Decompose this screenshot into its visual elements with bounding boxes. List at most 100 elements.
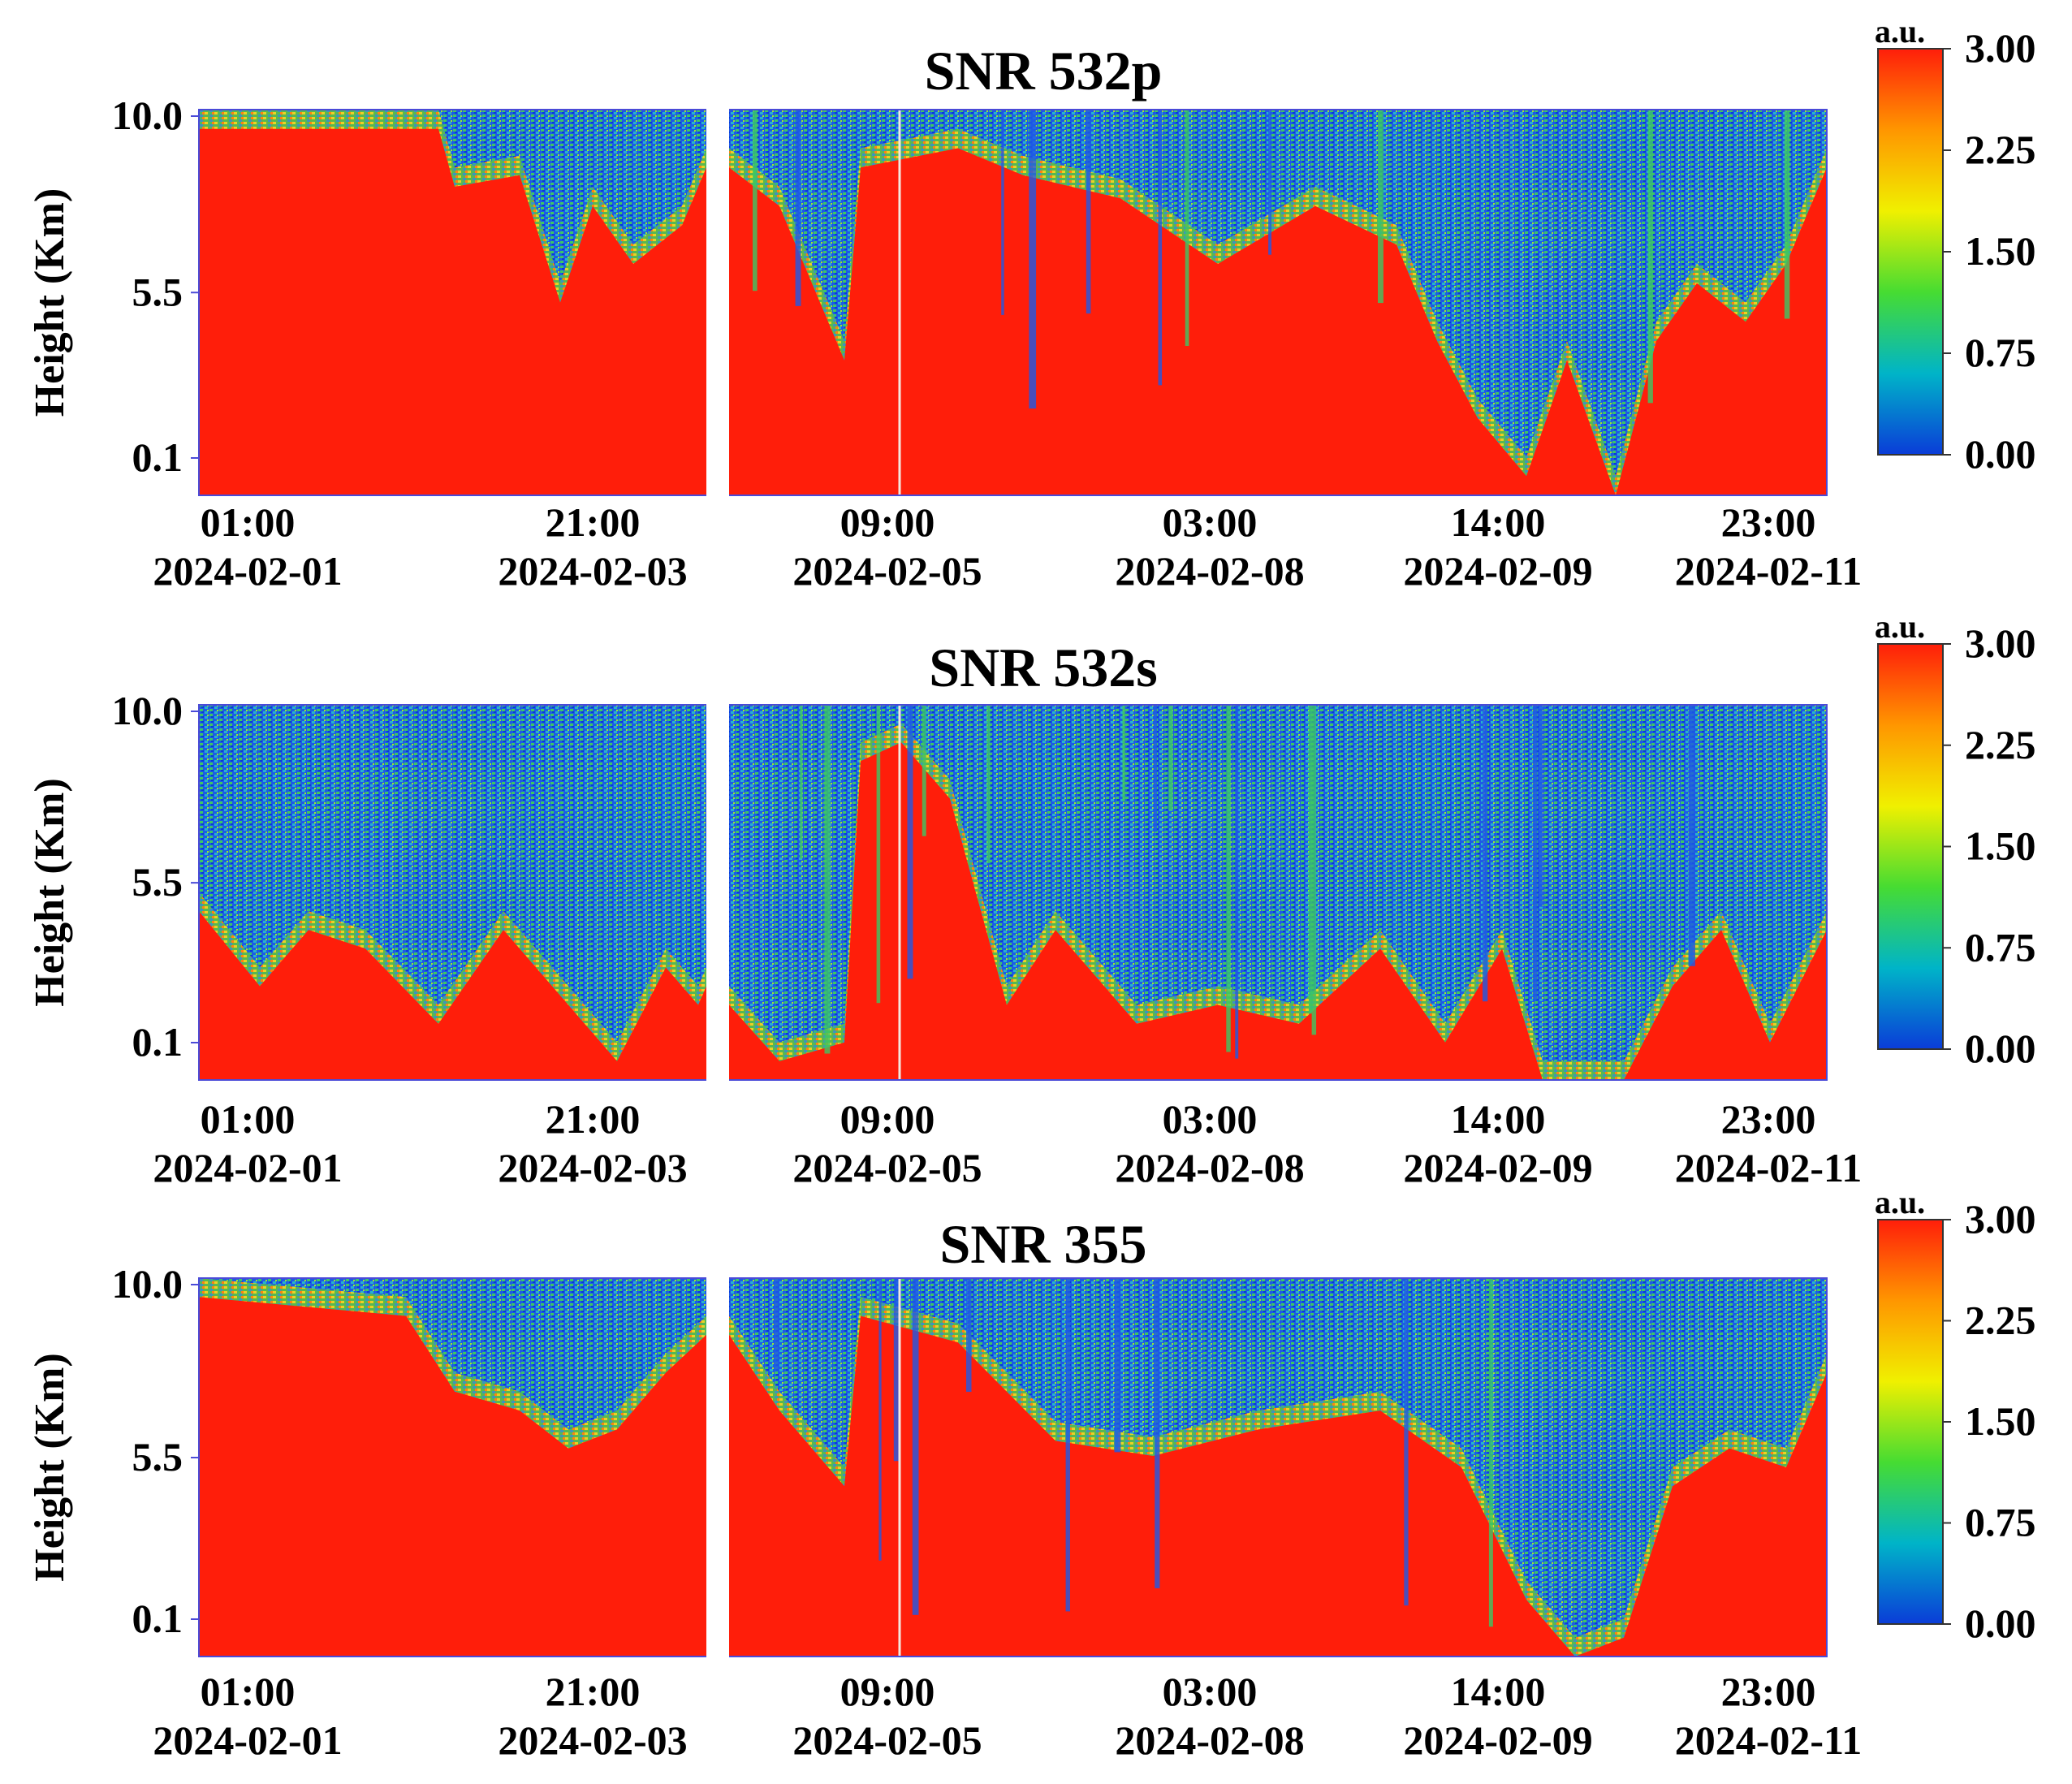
colorbar-tick-label: 0.75 bbox=[1965, 1500, 2036, 1545]
signal-streak bbox=[1122, 705, 1125, 802]
x-tick-date: 2024-02-03 bbox=[498, 1717, 687, 1763]
signal-streak bbox=[907, 705, 913, 979]
signal-streak bbox=[912, 1278, 919, 1615]
signal-streak bbox=[1483, 705, 1488, 1002]
y-tick-label: 5.5 bbox=[132, 859, 183, 905]
x-tick-time: 23:00 bbox=[1721, 1096, 1816, 1142]
low-snr-region-right bbox=[729, 705, 1827, 1061]
plot-frame bbox=[198, 704, 1828, 1081]
signal-streak bbox=[966, 1278, 972, 1392]
x-tick-date: 2024-02-05 bbox=[792, 548, 982, 594]
signal-streak bbox=[824, 705, 831, 1054]
x-tick-time: 14:00 bbox=[1451, 499, 1546, 545]
signal-streak bbox=[986, 705, 991, 863]
x-tick-date: 2024-02-03 bbox=[498, 548, 687, 594]
low-snr-region-left bbox=[199, 705, 706, 1043]
missing-data-gap bbox=[706, 108, 729, 497]
low-snr-region-left bbox=[199, 1278, 706, 1430]
colorbar-tick-label: 0.75 bbox=[1965, 330, 2036, 375]
signal-streak bbox=[1784, 110, 1790, 319]
colorbar-tick-label: 1.50 bbox=[1965, 823, 2036, 869]
colorbar bbox=[1877, 1219, 1944, 1625]
colorbar bbox=[1877, 48, 1944, 456]
x-tick-date: 2024-02-08 bbox=[1115, 548, 1304, 594]
signal-streak bbox=[1226, 705, 1231, 1052]
colorbar-tick-label: 3.00 bbox=[1965, 1196, 2036, 1242]
x-tick-time: 21:00 bbox=[546, 1669, 641, 1714]
signal-streak bbox=[1539, 705, 1543, 907]
signal-streak bbox=[1688, 705, 1695, 966]
low-snr-region-right bbox=[729, 1278, 1827, 1638]
signal-streak bbox=[1155, 1278, 1160, 1588]
colorbar-tick-label: 3.00 bbox=[1965, 620, 2036, 666]
colorbar bbox=[1877, 643, 1944, 1050]
colorbar-tick-label: 0.00 bbox=[1965, 1600, 2036, 1646]
x-tick-time: 09:00 bbox=[840, 1096, 935, 1142]
x-tick-date: 2024-02-09 bbox=[1403, 548, 1592, 594]
colorbar-tick-label: 3.00 bbox=[1965, 25, 2036, 71]
x-tick-date: 2024-02-11 bbox=[1675, 1717, 1863, 1763]
x-tick-date: 2024-02-09 bbox=[1403, 1717, 1592, 1763]
colorbar-tick-label: 1.50 bbox=[1965, 228, 2036, 274]
colorbar-tick-label: 0.75 bbox=[1965, 924, 2036, 970]
colorbar-tick-label: 2.25 bbox=[1965, 1298, 2036, 1343]
signal-streak bbox=[800, 705, 803, 859]
signal-streak bbox=[1185, 110, 1189, 346]
x-tick-date: 2024-02-08 bbox=[1115, 1145, 1304, 1190]
signal-streak bbox=[1153, 705, 1157, 832]
signal-streak bbox=[1308, 705, 1312, 1014]
panel-title: SNR 532p bbox=[925, 40, 1163, 102]
colorbar-tick-label: 2.25 bbox=[1965, 722, 2036, 767]
signal-streak bbox=[1378, 110, 1383, 304]
plot-frame bbox=[198, 1277, 1828, 1657]
signal-streak bbox=[774, 1278, 779, 1371]
x-tick-time: 09:00 bbox=[840, 499, 935, 545]
signal-streak bbox=[1065, 1278, 1070, 1612]
signal-streak bbox=[1168, 705, 1173, 811]
signal-streak bbox=[1158, 110, 1163, 386]
y-tick-label: 5.5 bbox=[132, 1434, 183, 1479]
colorbar-unit: a.u. bbox=[1875, 608, 1925, 645]
signal-streak bbox=[893, 1278, 900, 1462]
y-axis-label: Height (Km) bbox=[27, 1353, 73, 1582]
colorbar-tick-label: 0.00 bbox=[1965, 1026, 2036, 1071]
plot-frame bbox=[198, 109, 1828, 496]
panel-title: SNR 355 bbox=[939, 1213, 1146, 1275]
y-tick-label: 0.1 bbox=[132, 1596, 183, 1641]
x-tick-date: 2024-02-11 bbox=[1675, 548, 1863, 594]
x-tick-time: 21:00 bbox=[546, 499, 641, 545]
y-axis-label: Height (Km) bbox=[27, 188, 73, 417]
x-tick-time: 14:00 bbox=[1451, 1669, 1546, 1714]
x-tick-time: 01:00 bbox=[201, 1669, 296, 1714]
x-tick-time: 23:00 bbox=[1721, 499, 1816, 545]
signal-streak bbox=[1029, 110, 1037, 409]
signal-streak bbox=[753, 110, 758, 292]
x-tick-date: 2024-02-08 bbox=[1115, 1717, 1304, 1763]
y-tick-label: 0.1 bbox=[132, 1019, 183, 1065]
signal-streak bbox=[1647, 110, 1653, 404]
signal-streak bbox=[922, 705, 926, 836]
panel-title: SNR 532s bbox=[929, 637, 1158, 698]
signal-streak bbox=[1001, 110, 1004, 315]
panel-3: SNR 355 10.0 5.5 0.1 Height (Km) 01:00 2024-02… bbox=[27, 1184, 2036, 1763]
signal-streak bbox=[1268, 110, 1271, 255]
signal-streak bbox=[1532, 705, 1538, 1000]
signal-streak bbox=[1311, 705, 1317, 1035]
missing-data-gap bbox=[706, 703, 729, 1082]
colorbar-unit: a.u. bbox=[1875, 13, 1925, 50]
colorbar-tick-label: 2.25 bbox=[1965, 127, 2036, 172]
missing-data-gap bbox=[706, 1276, 729, 1658]
y-axis-label: Height (Km) bbox=[27, 778, 73, 1007]
signal-streak bbox=[1488, 1278, 1493, 1627]
x-tick-time: 03:00 bbox=[1163, 1096, 1258, 1142]
x-tick-date: 2024-02-11 bbox=[1675, 1145, 1863, 1190]
y-tick-label: 10.0 bbox=[112, 93, 183, 138]
signal-streak bbox=[876, 705, 881, 1004]
low-snr-region-left bbox=[199, 110, 706, 283]
y-tick-label: 10.0 bbox=[112, 1261, 183, 1307]
x-tick-time: 09:00 bbox=[840, 1669, 935, 1714]
y-tick-label: 5.5 bbox=[132, 269, 183, 314]
